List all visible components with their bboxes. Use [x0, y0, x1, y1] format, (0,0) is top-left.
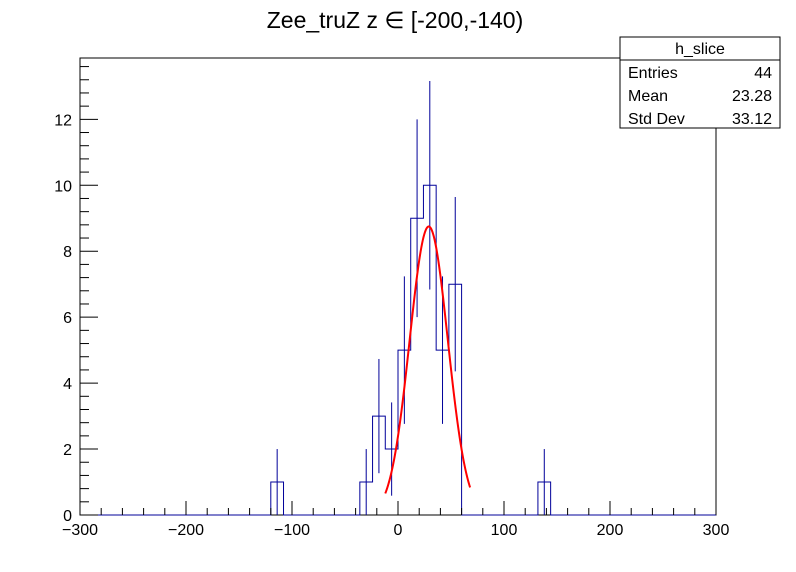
x-tick-label: −100 — [274, 522, 310, 539]
y-tick-label: 2 — [63, 442, 72, 459]
stats-box-title: h_slice — [675, 41, 725, 58]
stats-mean-value: 23.28 — [732, 88, 772, 105]
stats-entries-value: 44 — [754, 65, 772, 82]
axes-layer: −300 −200 −100 0 100 200 300 0 2 4 6 8 10 12 — [54, 66, 730, 539]
stats-box: h_slice Entries 44 Mean 23.28 Std Dev 33… — [619, 36, 781, 129]
x-tick-label: 200 — [597, 522, 624, 539]
x-tick-label: 100 — [491, 522, 518, 539]
error-bars-layer — [276, 81, 545, 515]
y-tick-label: 12 — [54, 112, 72, 129]
stats-stddev-label: Std Dev — [628, 111, 685, 128]
gaussian-fit-curve — [384, 225, 472, 494]
y-tick-label: 0 — [63, 508, 72, 525]
stats-mean-label: Mean — [628, 88, 668, 105]
stats-entries-label: Entries — [628, 65, 678, 82]
x-tick-label: −300 — [62, 522, 98, 539]
y-tick-label: 6 — [63, 310, 72, 327]
histogram-layer — [80, 184, 716, 516]
x-tick-label: 0 — [394, 522, 403, 539]
chart-title: Zee_truZ z ∈ [-200,-140) — [267, 7, 524, 33]
y-tick-label: 8 — [63, 244, 72, 261]
y-tick-label: 4 — [63, 376, 72, 393]
y-tick-label: 10 — [54, 178, 72, 195]
stats-box-frame — [619, 36, 781, 129]
stats-stddev-value: 33.12 — [732, 111, 772, 128]
x-tick-label: −200 — [168, 522, 204, 539]
histogram-outline — [80, 184, 716, 516]
x-tick-label: 300 — [703, 522, 730, 539]
